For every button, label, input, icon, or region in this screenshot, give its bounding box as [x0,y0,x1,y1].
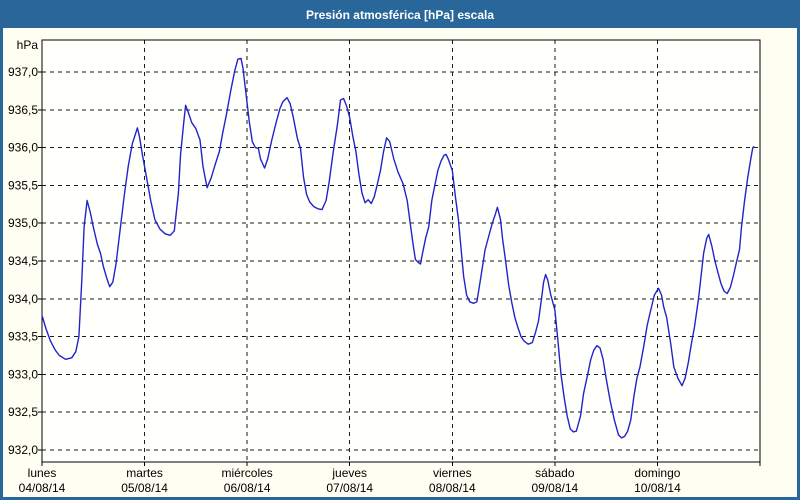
x-axis-day-label: viernes [433,466,472,480]
x-axis-date-label: 06/08/14 [224,481,271,495]
x-axis-day-label: lunes [28,466,57,480]
y-axis-unit-label: hPa [17,38,39,52]
x-axis-date-label: 07/08/14 [326,481,373,495]
y-axis-tick-label: 934,0 [8,292,38,306]
y-axis-tick-label: 932,5 [8,405,38,419]
plot-background [42,40,760,462]
x-axis-day-label: domingo [634,466,680,480]
x-axis-day-label: sábado [535,466,575,480]
x-axis-date-label: 04/08/14 [19,481,66,495]
x-axis-date-label: 05/08/14 [121,481,168,495]
y-axis-tick-label: 934,5 [8,254,38,268]
x-axis-date-label: 09/08/14 [531,481,578,495]
x-axis-date-label: 10/08/14 [634,481,681,495]
y-axis-tick-label: 936,0 [8,141,38,155]
y-axis-tick-label: 933,5 [8,330,38,344]
title-bar [0,0,800,28]
plot-area: 937,0 936,5 936,0 935,5 935,0 934,5 934,0 933,5… [8,39,761,495]
pressure-series-line [41,57,755,439]
plot-border [41,39,761,463]
window-title: Presión atmosférica [hPa] escala [306,8,494,22]
x-axis-date-label: 08/08/14 [429,481,476,495]
y-axis-tick-label: 933,0 [8,367,38,381]
y-axis-tick-label: 936,5 [8,103,38,117]
y-axis-tick-label: 935,0 [8,216,38,230]
y-axis-tick-label: 935,5 [8,178,38,192]
x-axis-day-label: miércoles [221,466,272,480]
y-axis-tick-label: 937,0 [8,65,38,79]
y-axis-tick-label: 932,0 [8,443,38,457]
x-axis-day-label: martes [126,466,163,480]
x-axis-day-label: jueves [331,466,367,480]
